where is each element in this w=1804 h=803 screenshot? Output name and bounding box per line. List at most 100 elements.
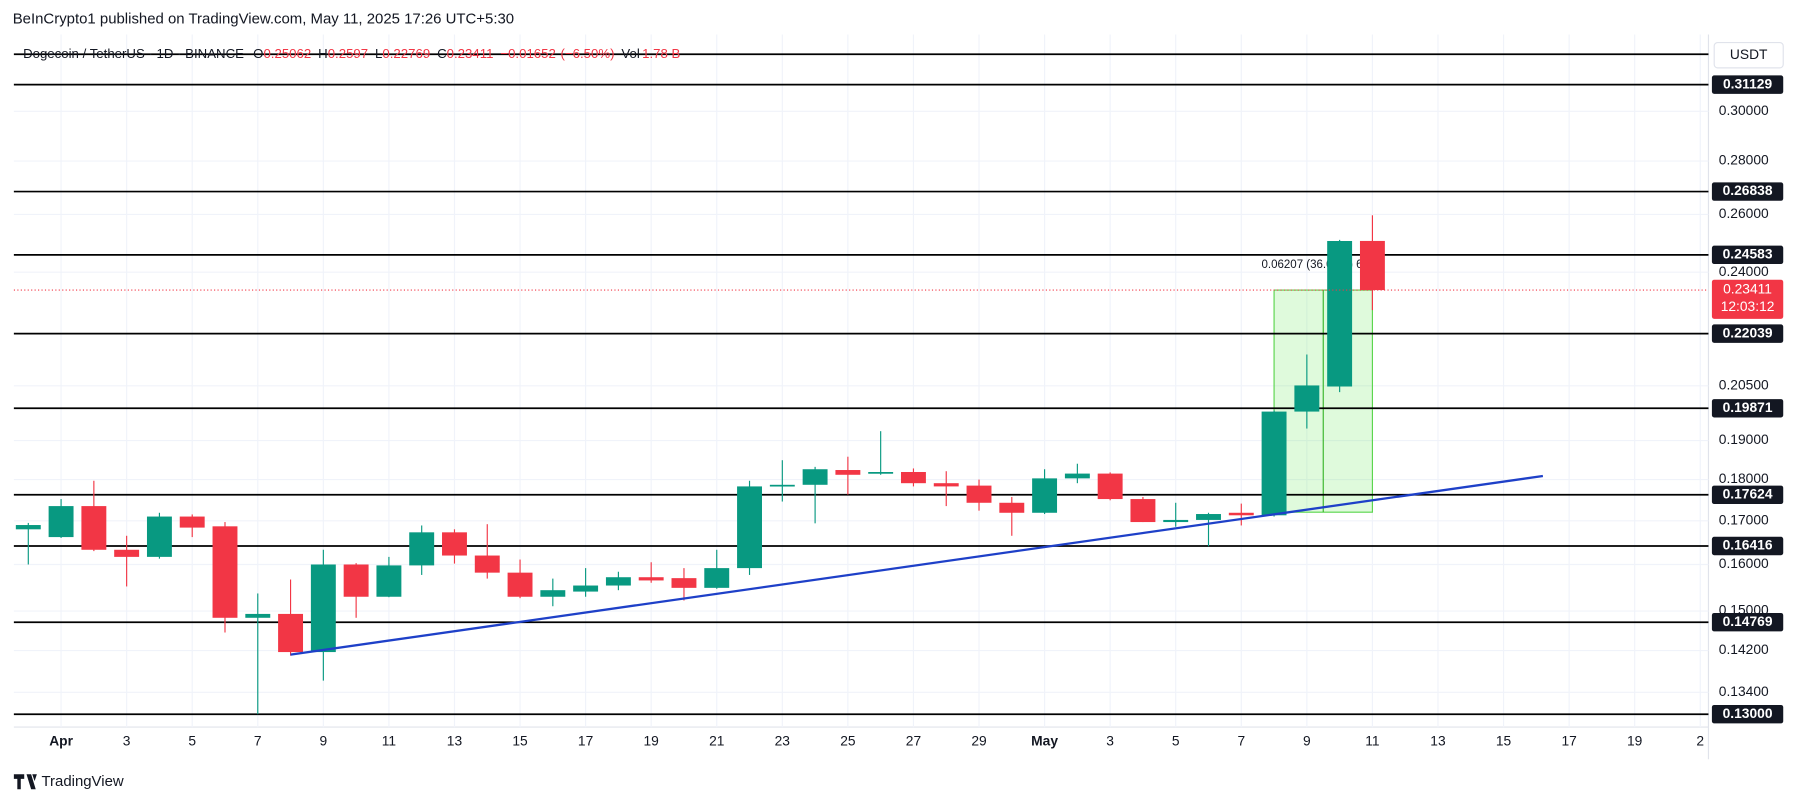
last-price-label: 0.23411 [1723, 282, 1772, 297]
candle-body [605, 577, 631, 586]
legend-item: L [375, 46, 382, 61]
candle-body [1228, 512, 1254, 516]
candle-body [15, 525, 41, 530]
level-label: 0.17624 [1723, 486, 1773, 501]
candle-body [868, 472, 894, 474]
candle-body [1163, 519, 1189, 523]
candle-body [146, 516, 172, 557]
candle-body [114, 549, 140, 557]
x-tick-label: 29 [971, 734, 987, 749]
candle-body [966, 485, 992, 503]
candle-body [1327, 240, 1353, 387]
level-tag [1711, 613, 1784, 632]
x-tick-label: 15 [1496, 734, 1512, 749]
candle-body [802, 469, 828, 485]
x-tick-label: 7 [1237, 734, 1245, 749]
candle-body [1294, 385, 1320, 412]
level-tag [1711, 245, 1784, 265]
y-tick-label: 0.28000 [1719, 153, 1769, 168]
y-tick-label: 0.19000 [1719, 432, 1769, 447]
level-label: 0.14769 [1723, 614, 1773, 629]
x-tick-label: 13 [447, 734, 463, 749]
candle-body [540, 590, 566, 597]
candle-body [835, 470, 861, 475]
level-label: 0.16416 [1723, 538, 1773, 553]
x-tick-label: May [1031, 734, 1058, 749]
candle-body [1196, 514, 1221, 520]
countdown: 12:03:12 [1721, 299, 1775, 314]
candle-body [245, 613, 271, 618]
candle-body [671, 578, 697, 588]
legend-item: Vol [621, 46, 639, 61]
x-tick-label: 15 [512, 734, 528, 749]
legend-item: 0.22769 [382, 46, 430, 61]
y-tick-label: 0.13400 [1719, 684, 1769, 699]
level-label: 0.24583 [1723, 246, 1773, 261]
candle-body [474, 555, 500, 573]
trendline [290, 474, 1544, 656]
candle-body [507, 572, 533, 597]
y-tick-label: 0.30000 [1719, 103, 1769, 118]
legend-item: C [437, 46, 447, 61]
footer: TradingView [41, 773, 123, 790]
x-tick-label: 17 [1561, 734, 1576, 749]
legend-item: 0.25062 [263, 46, 311, 61]
candle-body [769, 484, 795, 487]
level-label: 0.13000 [1723, 706, 1773, 721]
candle-body [999, 502, 1025, 513]
legend-item: 0.2597 [328, 46, 368, 61]
x-tick-label: 13 [1430, 734, 1446, 749]
x-tick-label: 7 [254, 734, 262, 749]
level-tag [1711, 182, 1784, 201]
candle-body [409, 532, 435, 566]
currency-box [1713, 41, 1784, 69]
level-tag [1711, 75, 1784, 94]
header: BeInCrypto1 published on TradingView.com… [13, 11, 514, 28]
legend-item: 1.78 B [642, 46, 680, 61]
candle-body [1064, 473, 1090, 479]
level-tag [1711, 399, 1784, 418]
level-label: 0.19871 [1723, 400, 1773, 415]
x-tick-label: 2 [1696, 734, 1704, 749]
level-tag [1711, 704, 1784, 724]
legend-item: 0.23411 [447, 46, 494, 61]
candle-body [278, 613, 304, 653]
y-tick-label: 0.18000 [1719, 471, 1769, 486]
candle-body [442, 532, 467, 556]
y-tick-label: 0.20500 [1719, 377, 1769, 392]
x-tick-label: 11 [1365, 734, 1379, 749]
legend-item: O [253, 46, 263, 61]
candle-body [48, 506, 74, 538]
measure-label: 0.06207 (36.09%) 6,207 [1262, 259, 1385, 271]
x-tick-label: 25 [840, 734, 856, 749]
candle-body [1130, 499, 1156, 523]
x-tick-label: 19 [1627, 734, 1643, 749]
candle-body [310, 564, 336, 653]
currency: USDT [1730, 47, 1768, 62]
candle-body [376, 565, 402, 597]
legend-item: −0.01652 [500, 46, 556, 61]
x-tick-label: 9 [1303, 734, 1311, 749]
level-label: 0.22039 [1723, 325, 1773, 340]
candle-body [179, 516, 205, 528]
x-tick-label: 3 [1106, 734, 1114, 749]
candle-body [1032, 478, 1058, 513]
candle-body [1359, 240, 1385, 291]
x-tick-label: 5 [1172, 734, 1180, 749]
x-tick-label: Apr [49, 734, 73, 749]
level-label: 0.31129 [1723, 76, 1772, 91]
x-tick-label: 11 [382, 734, 396, 749]
y-tick-label: 0.26000 [1719, 206, 1769, 221]
candle-body [1097, 473, 1123, 500]
y-tick-label: 0.17000 [1719, 512, 1769, 527]
legend-item: H [318, 46, 328, 61]
candle-body [573, 585, 599, 592]
candle-body [704, 568, 730, 588]
x-tick-label: 21 [709, 734, 724, 749]
legend-item: (−6.50%) [560, 46, 614, 61]
x-tick-label: 3 [123, 734, 131, 749]
candle-body [638, 577, 664, 581]
